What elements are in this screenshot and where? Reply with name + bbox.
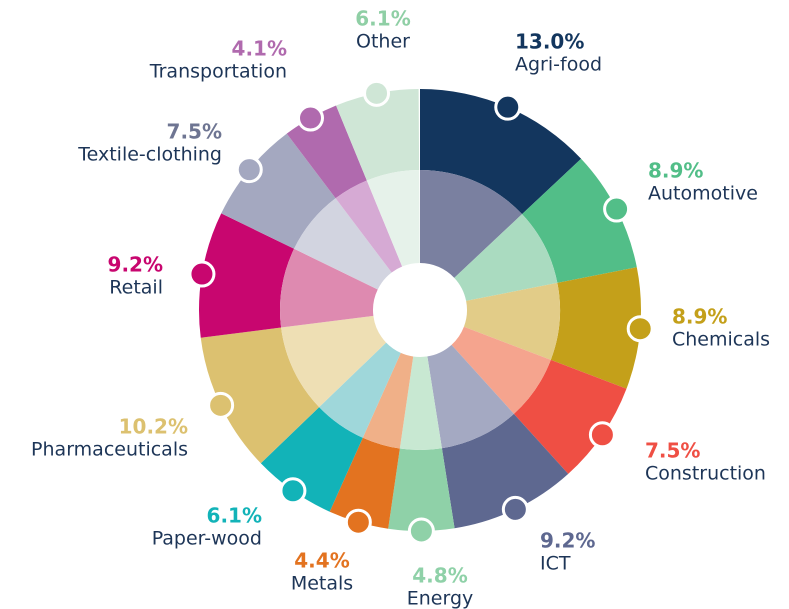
category-label: Metals — [291, 573, 353, 595]
value-label: 8.9% — [672, 305, 727, 329]
category-label: Pharmaceuticals — [31, 439, 188, 461]
inner-segment — [463, 282, 560, 360]
value-label: 8.9% — [648, 159, 703, 183]
inner-segment — [294, 198, 392, 290]
inner-segment — [420, 170, 523, 278]
inner-segment — [427, 344, 514, 449]
inner-segment — [335, 180, 403, 273]
inner-segment — [281, 315, 387, 408]
outer-segment — [550, 267, 641, 389]
outer-segment — [420, 89, 582, 215]
category-label: Paper-wood — [152, 528, 262, 550]
category-label: Retail — [109, 277, 163, 299]
value-label: 6.1% — [355, 7, 410, 31]
category-label: Transportation — [149, 61, 287, 83]
value-label: 4.8% — [412, 564, 467, 588]
outer-segment — [329, 437, 400, 529]
inner-segment — [319, 342, 401, 438]
segment-dot — [235, 156, 263, 184]
outer-segment — [522, 158, 637, 283]
outer-segment — [441, 413, 569, 529]
category-label: Automotive — [648, 183, 758, 205]
segment-dot — [363, 79, 391, 107]
segment-dot — [279, 477, 307, 505]
value-label: 13.0% — [515, 30, 584, 54]
inner-segment — [362, 352, 414, 449]
segment-dot — [626, 315, 654, 343]
category-label: ICT — [540, 553, 571, 575]
segment-dot — [603, 195, 631, 223]
value-label: 9.2% — [540, 529, 595, 553]
inner-segment — [399, 356, 442, 450]
value-label: 7.5% — [645, 439, 700, 463]
value-label: 9.2% — [108, 253, 163, 277]
category-label: Agri-food — [515, 54, 602, 76]
segment-dot — [297, 104, 325, 132]
category-label: Chemicals — [672, 329, 770, 351]
segment-dot — [188, 260, 216, 288]
outer-segment — [388, 448, 455, 531]
value-label: 7.5% — [167, 120, 222, 144]
inner-segment — [451, 326, 551, 414]
segment-dot — [494, 93, 522, 121]
segment-dot — [501, 495, 529, 523]
value-label: 6.1% — [207, 504, 262, 528]
outer-segment — [200, 327, 320, 464]
value-label: 4.1% — [232, 37, 287, 61]
inner-segment — [366, 170, 420, 267]
category-label: Textile-clothing — [77, 144, 222, 166]
segment-dot — [407, 517, 435, 545]
segment-dot — [207, 391, 235, 419]
inner-segment — [280, 248, 378, 328]
outer-segment — [198, 213, 295, 338]
category-label: Energy — [407, 588, 474, 609]
outer-segment — [513, 359, 627, 474]
outer-segment — [336, 89, 420, 181]
category-label: Construction — [645, 463, 766, 485]
inner-segment — [454, 214, 558, 301]
value-label: 10.2% — [119, 415, 188, 439]
segment-dot — [344, 508, 372, 536]
category-label: Other — [356, 31, 410, 53]
segment-dot — [588, 421, 616, 449]
outer-segment — [221, 133, 336, 249]
value-label: 4.4% — [294, 549, 349, 573]
